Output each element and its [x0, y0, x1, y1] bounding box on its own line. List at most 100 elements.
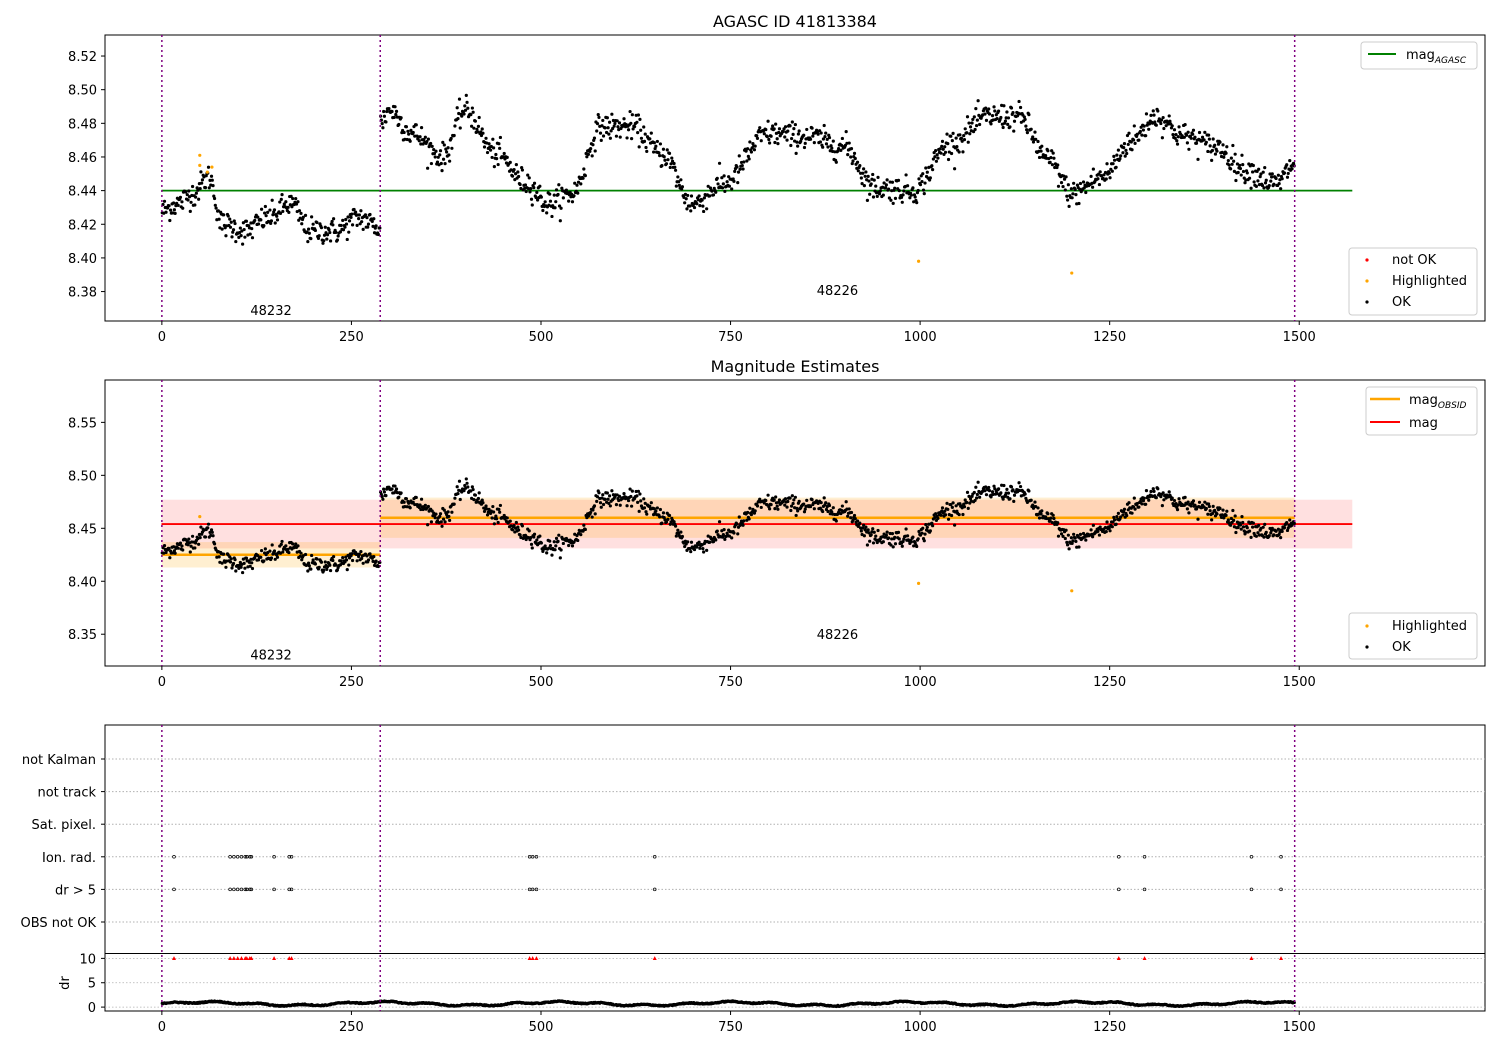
data-point-ok [589, 146, 593, 151]
data-point-ok [1210, 158, 1214, 162]
data-point-ok [443, 162, 447, 166]
data-point-ok [625, 504, 629, 508]
data-point-ok [470, 106, 474, 110]
data-point-ok [332, 555, 336, 559]
data-point-ok [1089, 174, 1093, 178]
data-point-ok [1031, 140, 1036, 144]
data-point-ok [1267, 534, 1271, 538]
data-point-ok [469, 489, 473, 493]
data-point-ok [934, 512, 938, 516]
data-point-ok [1059, 181, 1064, 185]
data-point-ok [222, 213, 226, 217]
flag-marker [228, 855, 232, 859]
data-point-ok [548, 199, 553, 203]
data-point-ok [262, 559, 266, 563]
data-point-ok [1286, 171, 1290, 176]
data-point-ok [539, 195, 543, 199]
data-point-ok [589, 510, 593, 515]
data-point-ok [753, 144, 757, 148]
data-point-ok [968, 125, 973, 129]
data-point-ok [611, 126, 615, 131]
data-point-ok [1056, 163, 1060, 167]
data-point-ok [466, 485, 470, 489]
data-point-ok [1185, 133, 1189, 137]
data-point-ok [794, 151, 798, 155]
data-point-ok [167, 204, 171, 208]
data-point-ok [808, 504, 813, 509]
data-point-ok [852, 513, 857, 518]
data-point-ok [387, 107, 391, 111]
data-point-ok [1232, 518, 1236, 522]
data-point-ok [469, 113, 473, 117]
data-point-ok [688, 204, 692, 208]
data-point-ok [608, 136, 612, 140]
data-point-ok [585, 155, 589, 159]
data-point-ok [330, 219, 334, 224]
data-point-ok [579, 182, 583, 186]
data-point-ok [622, 117, 626, 121]
data-point-ok [303, 213, 308, 217]
data-point-ok [1160, 136, 1164, 140]
flag-marker [272, 887, 276, 892]
data-point-ok [1018, 484, 1023, 489]
data-point-ok [924, 523, 928, 527]
data-point-ok [697, 194, 701, 198]
data-point-ok [242, 561, 246, 566]
data-point-ok [1194, 141, 1199, 145]
data-point-ok [996, 109, 1001, 113]
data-point-ok [610, 489, 614, 493]
data-point-ok [940, 144, 944, 148]
data-point-ok [664, 162, 669, 166]
data-point-ok [325, 567, 329, 571]
data-point-ok [426, 504, 430, 509]
data-point-ok [368, 552, 372, 556]
data-point-ok [1065, 198, 1070, 202]
data-point-ok [463, 483, 467, 488]
data-point-ok [414, 123, 418, 127]
flag-marker [534, 887, 539, 892]
data-point-ok [248, 564, 252, 568]
data-point-ok [1122, 510, 1126, 514]
data-point-ok [1268, 172, 1272, 176]
x-tick-label: 500 [529, 1020, 554, 1035]
data-point-ok [1154, 123, 1158, 127]
data-point-ok [1023, 492, 1027, 496]
data-point-ok [833, 150, 837, 154]
data-point-ok [943, 145, 947, 149]
data-point-ok [916, 188, 920, 193]
data-point-ok [422, 138, 426, 142]
data-point-ok [190, 534, 195, 538]
data-point-ok [256, 215, 260, 219]
data-point-ok [805, 498, 809, 502]
data-point-ok [1135, 132, 1139, 136]
data-point-ok [642, 506, 647, 510]
data-point-ok [341, 218, 345, 222]
legend-lines[interactable]: magAGASC [1360, 41, 1478, 70]
data-point-ok [1263, 522, 1267, 527]
data-point-ok [1075, 183, 1080, 187]
data-point-ok [527, 529, 531, 533]
data-point-ok [748, 506, 752, 510]
data-point-ok [1241, 520, 1245, 525]
legend-points[interactable]: Highlighted OK [1348, 612, 1478, 660]
data-point-ok [529, 186, 533, 191]
data-point-ok [860, 182, 864, 186]
data-point-ok [949, 503, 953, 507]
legend-label: Highlighted [1392, 274, 1467, 289]
data-point-ok [323, 225, 327, 229]
data-point-ok [762, 132, 766, 136]
data-point-ok [1247, 176, 1252, 180]
data-point-ok [1105, 162, 1109, 166]
data-point-ok [1233, 514, 1237, 518]
data-point-ok [990, 490, 995, 494]
data-point-ok [1231, 508, 1235, 513]
data-point-ok [708, 540, 712, 544]
legend-lines[interactable]: magOBSID mag [1365, 386, 1478, 436]
data-point-ok [639, 128, 643, 132]
flag-marker [530, 887, 535, 892]
data-point-ok [341, 228, 346, 232]
legend-points[interactable]: not OK Highlighted OK [1348, 247, 1478, 316]
data-point-ok [909, 193, 913, 197]
data-point-ok [655, 139, 659, 144]
data-point-ok [1111, 162, 1115, 166]
